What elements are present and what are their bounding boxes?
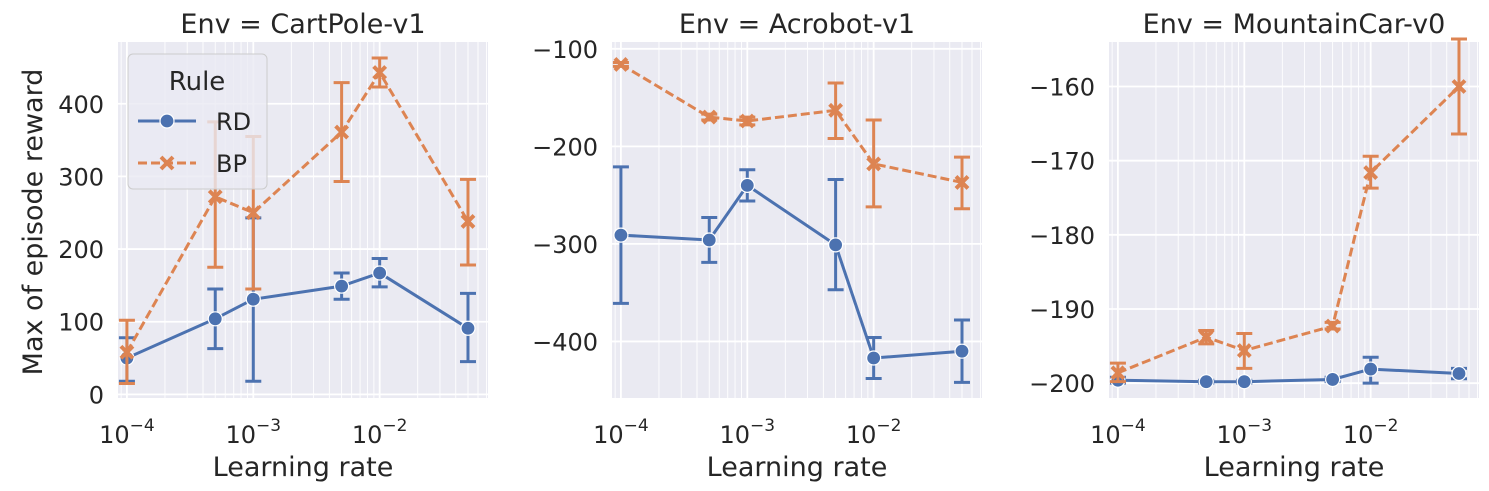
x-tick-label: 10−4 xyxy=(99,416,155,449)
x-tick-label: 10−4 xyxy=(1090,416,1146,449)
legend-rd-label: RD xyxy=(216,108,251,136)
series-line-rd xyxy=(1117,367,1460,384)
y-tick-label: −400 xyxy=(532,328,598,356)
data-point-bp xyxy=(1110,365,1126,381)
y-tick-label: 300 xyxy=(58,163,104,191)
data-point-bp xyxy=(1451,79,1467,94)
panel-cartpole: 10−4 10−3 10−2 0 100 200 300 400 Env = CartPole… xyxy=(58,9,488,483)
y-tick-label: 200 xyxy=(58,236,104,264)
data-point-rd xyxy=(1236,374,1252,390)
data-point-rd xyxy=(460,320,476,336)
x-tick-label: 10−3 xyxy=(719,416,775,449)
data-point-rd xyxy=(701,232,717,248)
plot-area xyxy=(1109,42,1479,398)
data-point-bp xyxy=(372,65,388,80)
data-point-bp xyxy=(613,57,629,72)
data-point-bp xyxy=(866,156,882,172)
data-point-bp xyxy=(1236,343,1252,358)
data-point-bp xyxy=(739,113,755,129)
data-point-rd xyxy=(1198,374,1214,390)
data-marks xyxy=(1109,37,1467,390)
series-line-rd xyxy=(126,271,469,360)
panel-title: Env = Acrobot-v1 xyxy=(679,9,915,40)
x-tick-label: 10−2 xyxy=(352,416,408,449)
data-point-rd xyxy=(207,311,223,327)
data-point-bp xyxy=(460,214,476,229)
data-point-rd xyxy=(372,265,388,281)
series-line-bp xyxy=(1117,85,1461,375)
data-point-bp xyxy=(701,109,717,125)
series-line-rd xyxy=(620,183,963,360)
x-axis-label: Learning rate xyxy=(1204,452,1385,483)
y-tick-label: 0 xyxy=(89,381,104,409)
grid xyxy=(1109,42,1479,398)
legend-bp-marker xyxy=(159,155,175,171)
data-point-bp xyxy=(1198,329,1214,345)
data-point-bp xyxy=(207,189,223,205)
tick-labels: 10−4 10−3 10−2 0 100 200 300 400 xyxy=(58,91,407,449)
x-tick-label: 10−3 xyxy=(225,416,281,449)
data-point-rd xyxy=(245,291,261,307)
data-point-bp xyxy=(334,124,350,140)
y-tick-label: −160 xyxy=(1029,74,1095,102)
legend-rd-marker xyxy=(159,113,175,129)
legend-frame xyxy=(127,53,268,190)
legend: Rule RD BP xyxy=(127,53,268,190)
data-marks xyxy=(118,56,476,385)
x-axis-label: Learning rate xyxy=(707,452,888,483)
panel-acrobot: 10−4 10−3 10−2 −100 −200 −300 −400 Env = Acrob… xyxy=(532,9,982,483)
data-point-bp xyxy=(954,175,970,190)
data-point-rd xyxy=(1325,371,1341,388)
y-tick-label: −180 xyxy=(1029,222,1095,250)
y-tick-label: −300 xyxy=(532,231,598,259)
data-point-bp xyxy=(1325,318,1341,334)
shared-y-axis-label: Max of episode reward xyxy=(18,69,49,376)
series-line-bp xyxy=(125,71,470,353)
data-point-rd xyxy=(739,177,755,193)
series-line-bp xyxy=(620,63,963,184)
data-marks xyxy=(612,57,970,384)
tick-labels: 10−4 10−3 10−2 −160 −170 −180 −190 −200 xyxy=(1029,74,1398,450)
data-point-bp xyxy=(828,102,844,118)
x-tick-label: 10−2 xyxy=(846,416,902,449)
y-tick-label: −200 xyxy=(1029,370,1095,398)
y-tick-label: −170 xyxy=(1029,148,1095,176)
data-point-bp xyxy=(245,205,261,221)
panel-title: Env = CartPole-v1 xyxy=(180,9,425,40)
y-tick-label: 400 xyxy=(58,91,104,119)
data-point-bp xyxy=(119,344,135,360)
x-axis-label: Learning rate xyxy=(213,452,394,483)
x-tick-label: 10−4 xyxy=(593,416,649,449)
legend-title: Rule xyxy=(169,67,226,97)
legend-bp-label: BP xyxy=(216,150,247,178)
y-tick-label: −190 xyxy=(1029,296,1095,324)
y-tick-label: −100 xyxy=(532,36,598,64)
data-point-rd xyxy=(954,343,970,359)
panel-mountaincar: 10−4 10−3 10−2 −160 −170 −180 −190 −200 Env = M… xyxy=(1029,9,1479,483)
data-point-rd xyxy=(1363,361,1379,377)
data-point-bp xyxy=(1363,165,1379,180)
panel-title: Env = MountainCar-v0 xyxy=(1143,9,1446,40)
data-point-rd xyxy=(828,237,844,253)
x-tick-label: 10−2 xyxy=(1343,416,1399,449)
data-point-rd xyxy=(613,227,629,243)
tick-labels: 10−4 10−3 10−2 −100 −200 −300 −400 xyxy=(532,36,901,449)
x-tick-label: 10−3 xyxy=(1216,416,1272,449)
data-point-rd xyxy=(1451,365,1467,382)
data-point-rd xyxy=(866,350,882,366)
data-point-rd xyxy=(334,278,350,294)
y-tick-label: −200 xyxy=(532,133,598,161)
y-tick-label: 100 xyxy=(58,309,104,337)
